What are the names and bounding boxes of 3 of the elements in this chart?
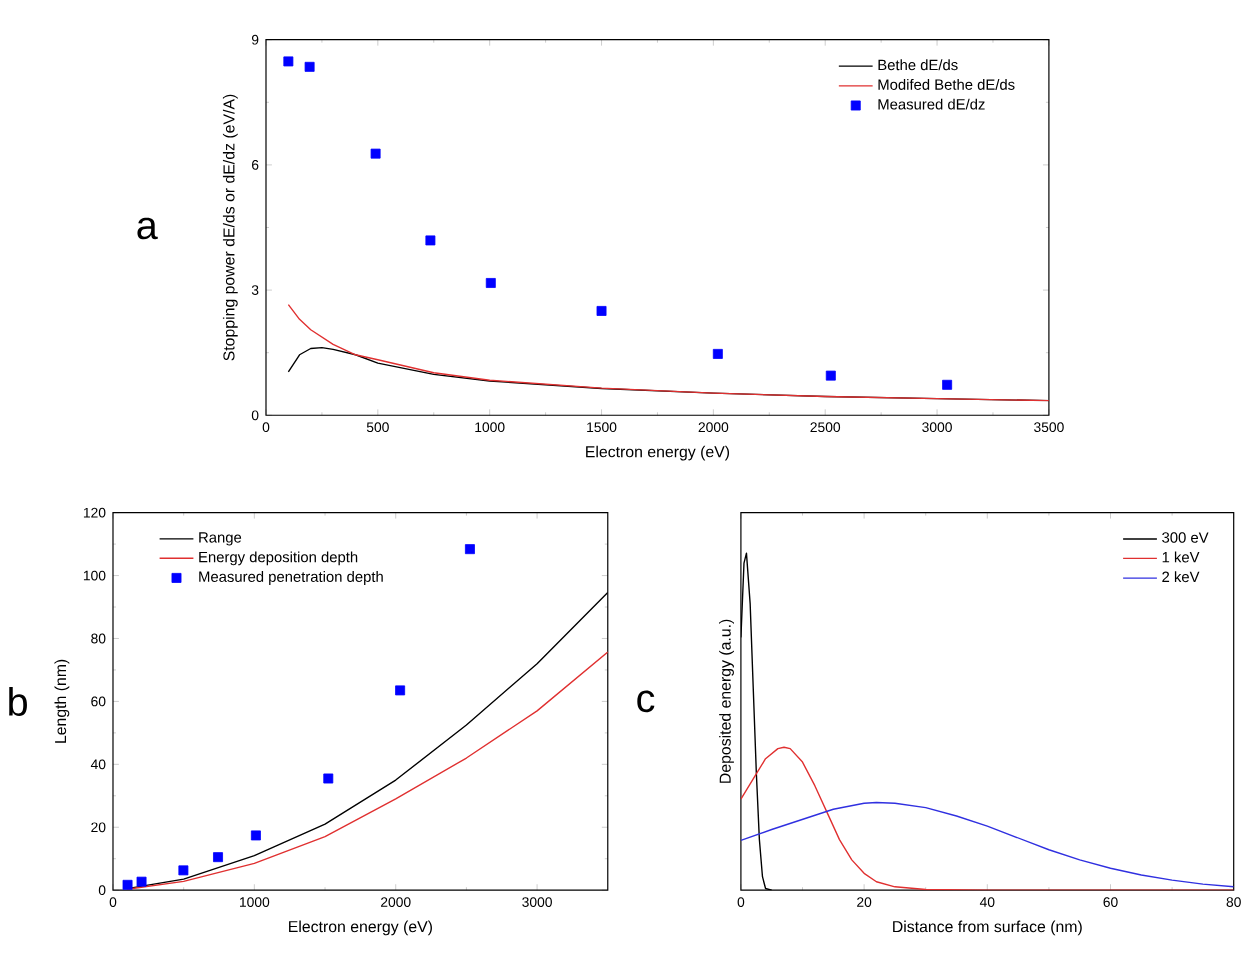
text: a: [137, 217, 158, 240]
text: c: [637, 690, 655, 713]
text: b: [9, 687, 27, 717]
